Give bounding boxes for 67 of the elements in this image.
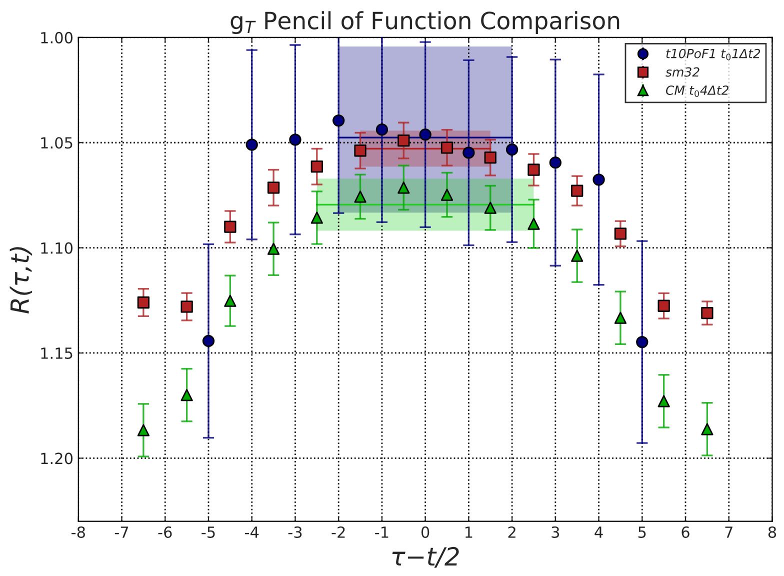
point — [267, 182, 280, 194]
y-tick-label: 1.05 — [41, 137, 72, 149]
x-tick-label: -5 — [202, 526, 215, 538]
chart-title: g$_{T}$ Pencil of Function Comparison — [230, 11, 620, 34]
point — [310, 160, 323, 173]
point — [289, 134, 302, 146]
point — [484, 202, 496, 214]
x-tick-label: -8 — [72, 526, 85, 538]
y-tick-label: 1.15 — [41, 348, 72, 360]
x-tick-label: -4 — [244, 526, 259, 538]
point — [592, 174, 605, 186]
point — [398, 134, 410, 147]
y-tick-label: 1.00 — [41, 32, 73, 44]
x-tick-label: -1 — [375, 526, 388, 538]
x-tick-label: -7 — [114, 526, 128, 538]
point — [614, 312, 627, 324]
point — [528, 164, 540, 176]
point — [571, 250, 584, 262]
point — [354, 144, 366, 157]
point — [614, 228, 627, 240]
x-axis-title: τ−t/2 — [392, 546, 459, 568]
x-tick-label: -6 — [158, 526, 172, 538]
point — [267, 242, 280, 255]
point — [224, 294, 236, 307]
point — [202, 334, 215, 348]
point — [462, 146, 475, 159]
x-tick-label: 3 — [552, 526, 560, 538]
point — [440, 142, 454, 154]
x-tick-label: -2 — [332, 526, 345, 538]
point — [528, 218, 540, 230]
point — [310, 212, 323, 224]
point — [506, 143, 518, 156]
point — [701, 306, 714, 320]
point — [658, 300, 670, 312]
point — [484, 151, 496, 164]
point — [180, 300, 193, 313]
point — [332, 114, 345, 127]
y-tick-label: 1.20 — [41, 452, 73, 464]
x-tick-label: 8 — [768, 526, 776, 538]
point — [440, 188, 454, 201]
x-tick-label: 1 — [466, 526, 472, 538]
x-tick-label: 4 — [594, 526, 603, 538]
point — [354, 190, 366, 203]
legend-label: t10PoF1 t$_{0}$1Δt2 — [666, 48, 760, 60]
x-tick-label: 0 — [421, 526, 430, 538]
point — [376, 124, 388, 136]
x-tick-label: 6 — [682, 526, 690, 538]
point — [137, 424, 150, 436]
point — [549, 156, 562, 169]
point — [224, 220, 236, 233]
legend-label: sm32 — [666, 67, 700, 77]
x-tick-label: -3 — [288, 526, 302, 538]
point — [137, 296, 150, 309]
point — [419, 128, 432, 141]
point — [571, 184, 584, 197]
y-tick-label: 1.10 — [41, 242, 73, 254]
point — [701, 423, 714, 436]
point — [658, 395, 670, 408]
x-tick-label: 5 — [638, 526, 646, 538]
point — [398, 182, 410, 194]
point — [636, 336, 648, 348]
y-axis-title: R(τ,t) — [10, 247, 32, 314]
point — [246, 138, 258, 151]
x-tick-label: 2 — [508, 526, 516, 538]
legend-label: CM t$_{0}$4Δt2 — [666, 86, 728, 97]
point — [180, 388, 193, 402]
x-tick-label: 7 — [725, 526, 732, 538]
